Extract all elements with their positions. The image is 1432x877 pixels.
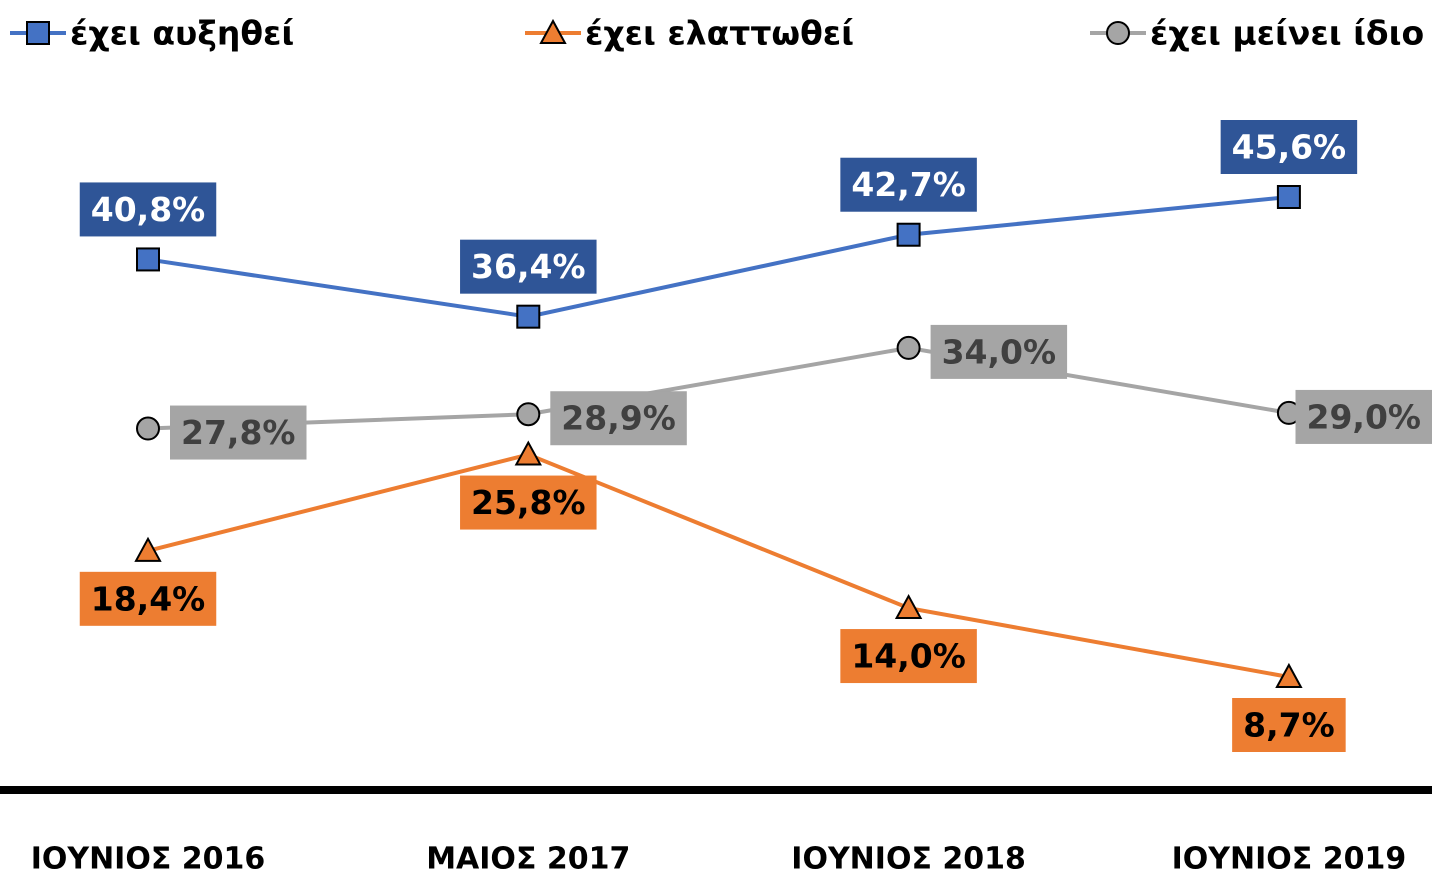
- data-point: [516, 402, 541, 427]
- data-label-text: 36,4%: [471, 247, 586, 286]
- x-tick-label: ΜΑΙΟΣ 2017: [426, 842, 630, 877]
- data-label-box: [79, 182, 217, 237]
- data-label-box: [550, 391, 687, 446]
- data-label-text: 18,4%: [91, 579, 206, 618]
- data-point: [514, 440, 542, 466]
- data-point: [134, 536, 162, 562]
- x-tick-label: ΙΟΥΝΙΟΣ 2019: [1172, 842, 1407, 877]
- data-label: 14,0%: [840, 629, 977, 684]
- series-line: [147, 345, 1290, 431]
- legend-label: έχει ελαττωθεί: [585, 14, 854, 53]
- data-label: 18,4%: [79, 571, 217, 626]
- data-label-box: [460, 475, 597, 530]
- x-tick-label: ΙΟΥΝΙΟΣ 2018: [791, 842, 1026, 877]
- data-point: [896, 335, 921, 360]
- data-label-box: [79, 571, 217, 626]
- data-label-text: 34,0%: [942, 332, 1057, 371]
- data-point: [896, 222, 921, 247]
- data-label: 40,8%: [79, 182, 217, 237]
- data-label: 29,0%: [1295, 389, 1432, 444]
- legend-marker: [539, 18, 567, 44]
- data-label: 27,8%: [170, 405, 307, 460]
- data-label-text: 25,8%: [471, 483, 586, 522]
- data-point: [516, 304, 541, 329]
- data-label: 34,0%: [930, 324, 1068, 379]
- legend-label: έχει αυξηθεί: [70, 14, 294, 53]
- data-label-box: [1220, 120, 1358, 174]
- legend-label: έχει μείνει ίδιο: [1150, 14, 1424, 53]
- data-label-text: 29,0%: [1307, 397, 1422, 436]
- data-label: 25,8%: [460, 475, 597, 530]
- legend-marker: [1106, 21, 1130, 45]
- data-label-text: 14,0%: [851, 637, 966, 676]
- data-label: 8,7%: [1232, 698, 1346, 752]
- data-point: [894, 593, 923, 620]
- data-label-box: [840, 157, 977, 212]
- data-label-text: 40,8%: [91, 190, 206, 229]
- data-label: 45,6%: [1220, 120, 1358, 174]
- data-point: [136, 416, 160, 441]
- data-label: 36,4%: [460, 239, 597, 294]
- data-label-box: [1295, 389, 1432, 444]
- data-label-text: 42,7%: [851, 165, 966, 204]
- series-line: [147, 195, 1290, 319]
- data-label-text: 8,7%: [1243, 706, 1335, 745]
- series-line: [147, 452, 1290, 679]
- data-label-box: [840, 629, 977, 684]
- data-label-text: 27,8%: [181, 413, 296, 452]
- x-tick-label: ΙΟΥΝΙΟΣ 2016: [31, 842, 266, 877]
- data-label-box: [1232, 698, 1346, 752]
- data-point: [136, 247, 160, 272]
- data-point: [1276, 185, 1301, 209]
- data-point: [1275, 662, 1303, 688]
- data-label-text: 28,9%: [561, 399, 676, 438]
- data-label-text: 45,6%: [1232, 128, 1347, 167]
- legend-marker: [26, 21, 50, 45]
- data-label: 42,7%: [840, 157, 977, 212]
- data-label-box: [930, 324, 1068, 379]
- data-label-box: [170, 405, 307, 460]
- data-label: 28,9%: [550, 391, 687, 446]
- data-label-box: [460, 239, 597, 294]
